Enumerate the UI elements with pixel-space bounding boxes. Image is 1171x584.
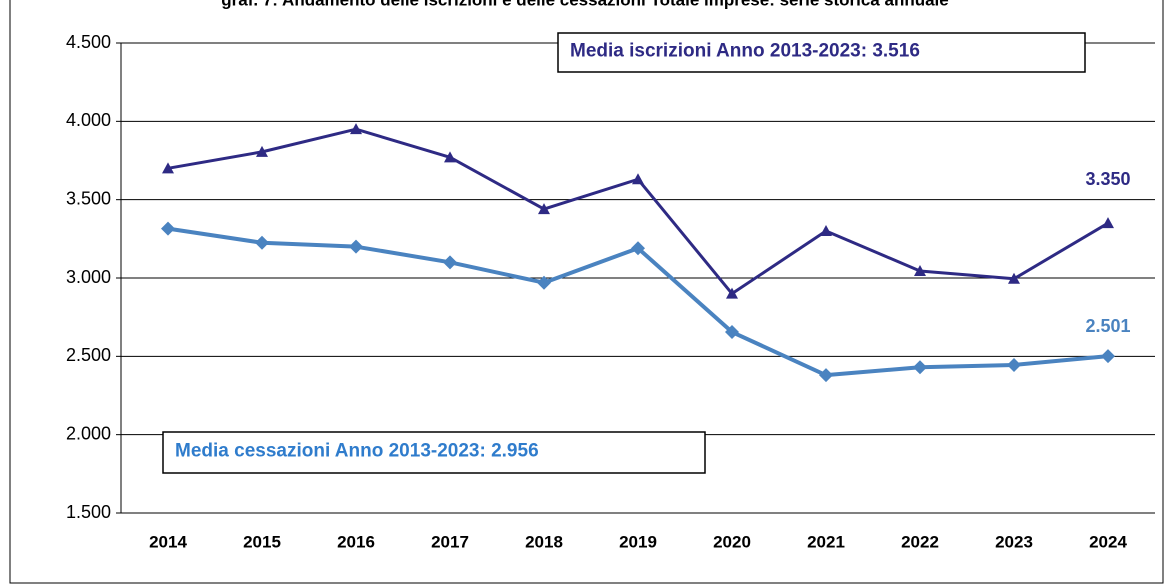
x-tick-label: 2023 <box>995 532 1033 551</box>
marker <box>632 173 644 185</box>
marker <box>820 225 832 236</box>
marker <box>350 123 362 135</box>
marker <box>725 325 739 340</box>
annotation-box <box>557 32 1086 73</box>
x-tick-label: 2020 <box>713 532 751 551</box>
marker <box>914 264 926 276</box>
marker <box>161 221 175 236</box>
marker <box>913 360 927 375</box>
marker <box>1008 272 1020 284</box>
y-tick-label: 4.000 <box>66 110 111 130</box>
y-tick-label: 1.500 <box>66 502 111 522</box>
y-tick-label: 3.500 <box>66 188 111 208</box>
x-tick-label: 2015 <box>243 532 281 551</box>
marker <box>1102 217 1114 229</box>
y-tick-label: 3.000 <box>66 267 111 287</box>
data-label: 2.501 <box>1085 316 1130 336</box>
x-tick-label: 2017 <box>431 532 469 551</box>
y-tick-label: 2.500 <box>66 345 111 365</box>
x-tick-label: 2016 <box>337 532 375 551</box>
x-tick-label: 2019 <box>619 532 657 551</box>
marker <box>1101 349 1115 364</box>
y-tick-label: 4.500 <box>66 32 111 52</box>
x-tick-label: 2021 <box>807 532 845 551</box>
marker <box>444 151 456 163</box>
x-tick-label: 2014 <box>149 532 187 551</box>
x-tick-label: 2018 <box>525 532 563 551</box>
y-tick-label: 2.000 <box>66 423 111 443</box>
marker <box>255 235 269 250</box>
marker <box>538 203 550 215</box>
marker <box>537 275 551 290</box>
annotation-box <box>162 431 706 474</box>
marker <box>162 162 174 174</box>
marker <box>819 368 833 383</box>
annotation: Media iscrizioni Anno 2013-2023: 3.516 <box>570 41 920 62</box>
data-label: 3.350 <box>1085 169 1130 189</box>
marker <box>256 145 268 157</box>
chart-title: graf. 7: Andamento delle iscrizioni e de… <box>221 0 948 9</box>
annotation: Media cessazioni Anno 2013-2023: 2.956 <box>175 441 539 462</box>
marker <box>631 241 645 256</box>
chart-border <box>9 0 1164 584</box>
x-tick-label: 2024 <box>1089 532 1127 551</box>
marker <box>726 287 738 299</box>
x-tick-label: 2022 <box>901 532 939 551</box>
marker <box>1007 357 1021 372</box>
marker <box>443 255 457 270</box>
marker <box>349 239 363 254</box>
